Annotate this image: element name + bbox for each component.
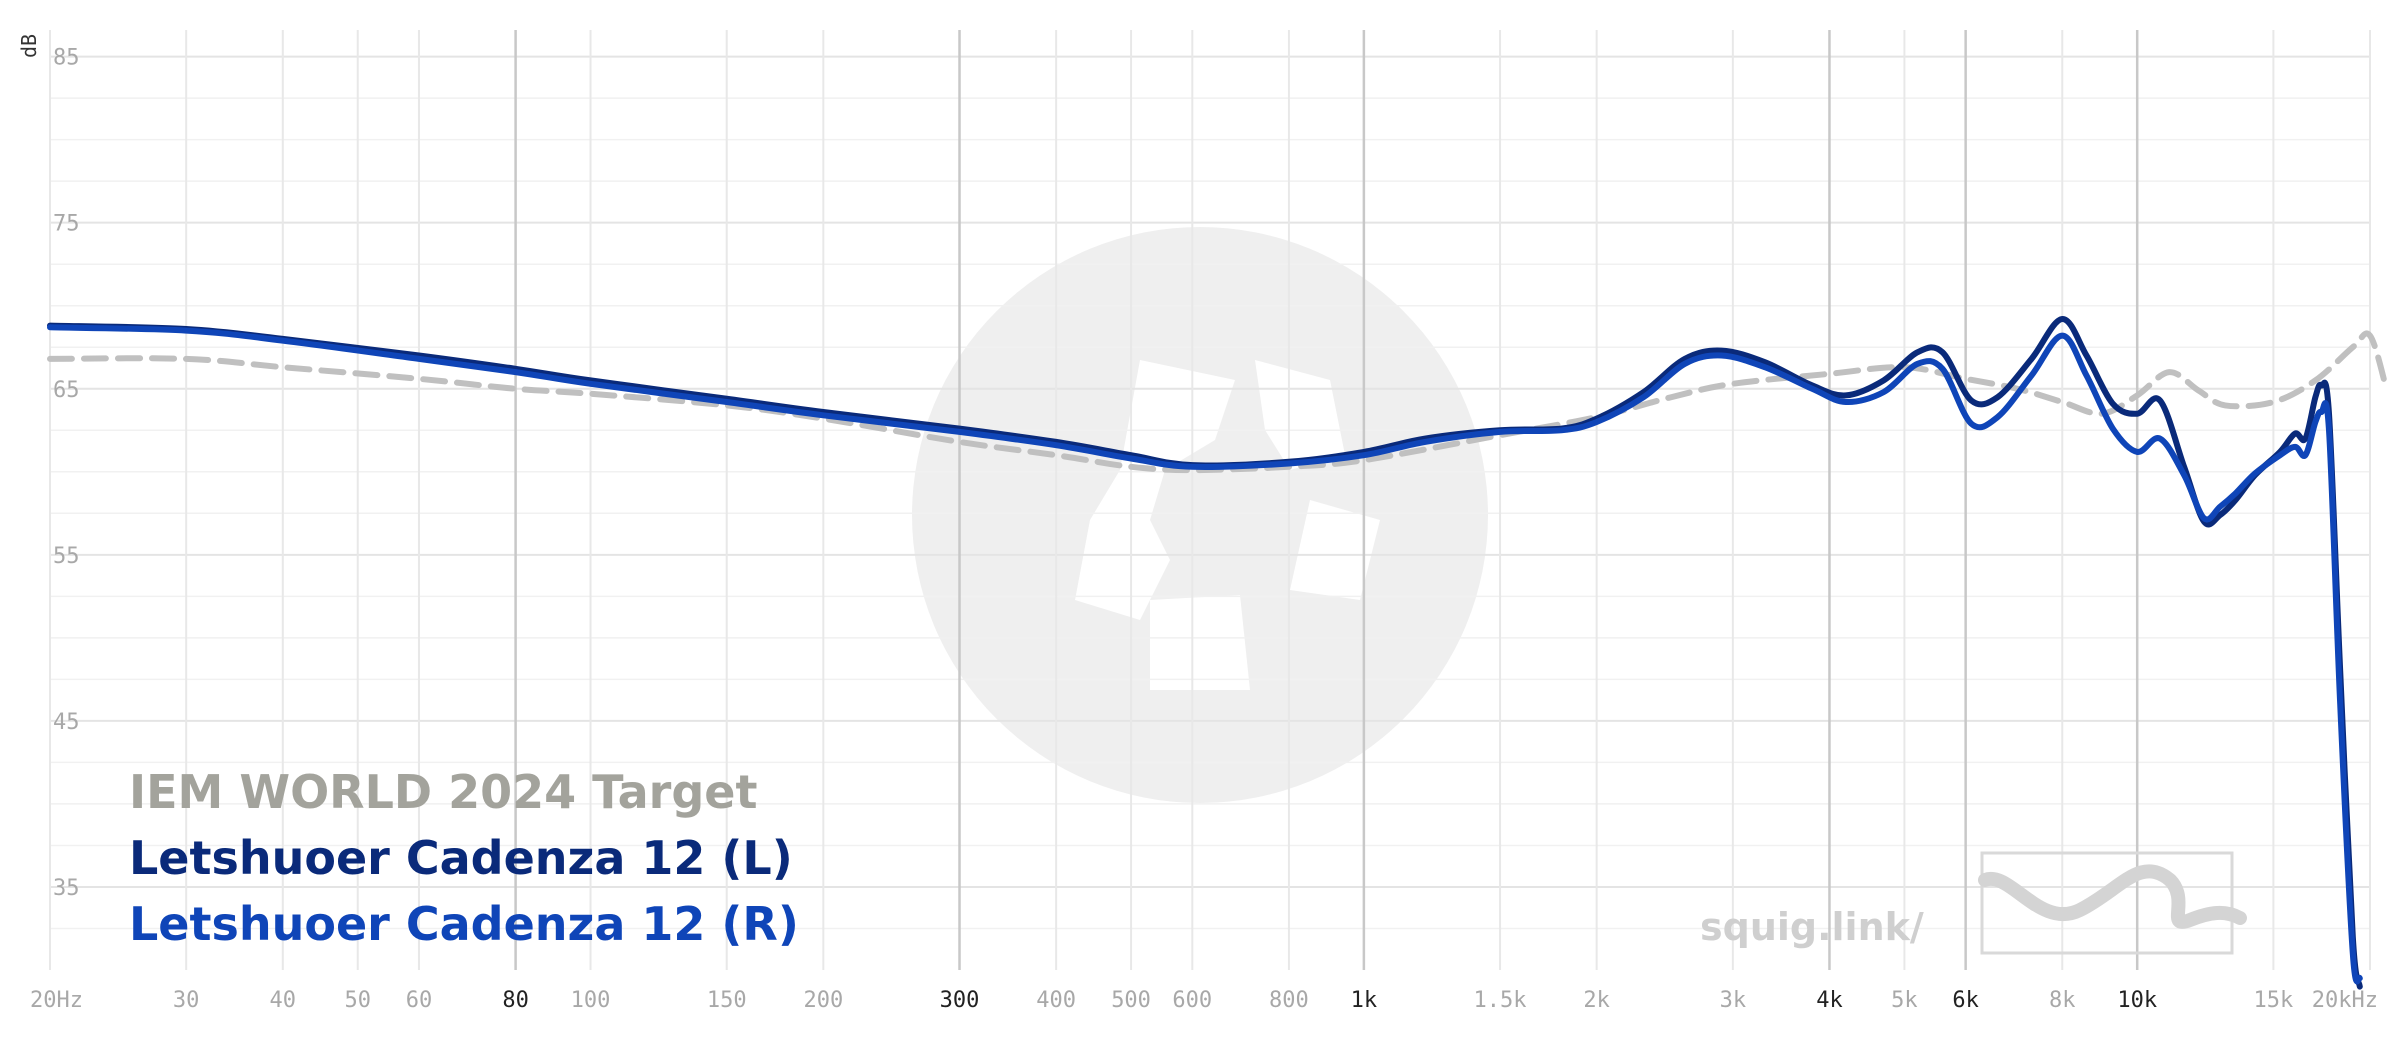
x-tick-label: 5k bbox=[1891, 988, 1918, 1013]
series-line-right bbox=[47, 324, 2363, 985]
x-tick-label: 30 bbox=[173, 988, 200, 1013]
x-tick-label: 2k bbox=[1583, 988, 1610, 1013]
watermark-text: squig.link/ bbox=[1700, 905, 1924, 949]
legend-entry-target: IEM WORLD 2024 Target bbox=[129, 765, 757, 819]
series-lines bbox=[47, 316, 2390, 990]
x-tick-label: 20kHz bbox=[2312, 988, 2378, 1013]
y-tick-label: 35 bbox=[53, 876, 80, 901]
x-tick-label: 1k bbox=[1351, 988, 1378, 1013]
x-tick-label: 400 bbox=[1036, 988, 1076, 1013]
x-tick-label: 600 bbox=[1172, 988, 1212, 1013]
x-tick-label: 500 bbox=[1111, 988, 1151, 1013]
x-tick-label: 100 bbox=[571, 988, 611, 1013]
x-axis-ticks: 20Hz 30 40 50 60 80 100 150 200 300 400 500 600 800 1k… bbox=[30, 988, 2378, 1013]
x-tick-label: 8k bbox=[2049, 988, 2076, 1013]
x-tick-label: 300 bbox=[940, 988, 980, 1013]
x-tick-label: 200 bbox=[803, 988, 843, 1013]
series-line-left bbox=[47, 316, 2363, 990]
y-tick-label: 55 bbox=[53, 544, 80, 569]
x-tick-label: 15k bbox=[2254, 988, 2294, 1013]
x-tick-label: 20Hz bbox=[30, 988, 83, 1013]
y-axis-label: dB bbox=[17, 34, 41, 58]
x-tick-label: 800 bbox=[1269, 988, 1309, 1013]
x-tick-label: 60 bbox=[406, 988, 433, 1013]
legend-entry-right: Letshuoer Cadenza 12 (R) bbox=[129, 897, 799, 951]
legend: IEM WORLD 2024 Target Letshuoer Cadenza … bbox=[129, 765, 799, 951]
x-tick-label: 150 bbox=[707, 988, 747, 1013]
x-tick-label: 10k bbox=[2117, 988, 2157, 1013]
squiglink-watermark: squig.link/ bbox=[1700, 851, 2247, 955]
y-tick-label: 45 bbox=[53, 710, 80, 735]
x-tick-label: 50 bbox=[344, 988, 371, 1013]
y-tick-label: 75 bbox=[53, 212, 80, 237]
series-line-target bbox=[47, 330, 2390, 474]
x-tick-label: 3k bbox=[1720, 988, 1747, 1013]
y-tick-label: 65 bbox=[53, 378, 80, 403]
x-tick-label: 4k bbox=[1816, 988, 1843, 1013]
grid-lines bbox=[49, 30, 2371, 970]
x-tick-label: 40 bbox=[270, 988, 297, 1013]
squiglink-logo-watermark bbox=[912, 227, 1488, 803]
watermark-box bbox=[1980, 851, 2234, 955]
x-tick-label: 6k bbox=[1952, 988, 1979, 1013]
y-tick-label: 85 bbox=[53, 46, 80, 71]
watermark-squiggle-icon bbox=[1978, 864, 2247, 929]
x-tick-label: 80 bbox=[502, 988, 529, 1013]
y-axis-ticks: 85 75 65 55 45 35 bbox=[53, 46, 80, 901]
legend-entry-left: Letshuoer Cadenza 12 (L) bbox=[129, 831, 793, 885]
x-tick-label: 1.5k bbox=[1474, 988, 1527, 1013]
